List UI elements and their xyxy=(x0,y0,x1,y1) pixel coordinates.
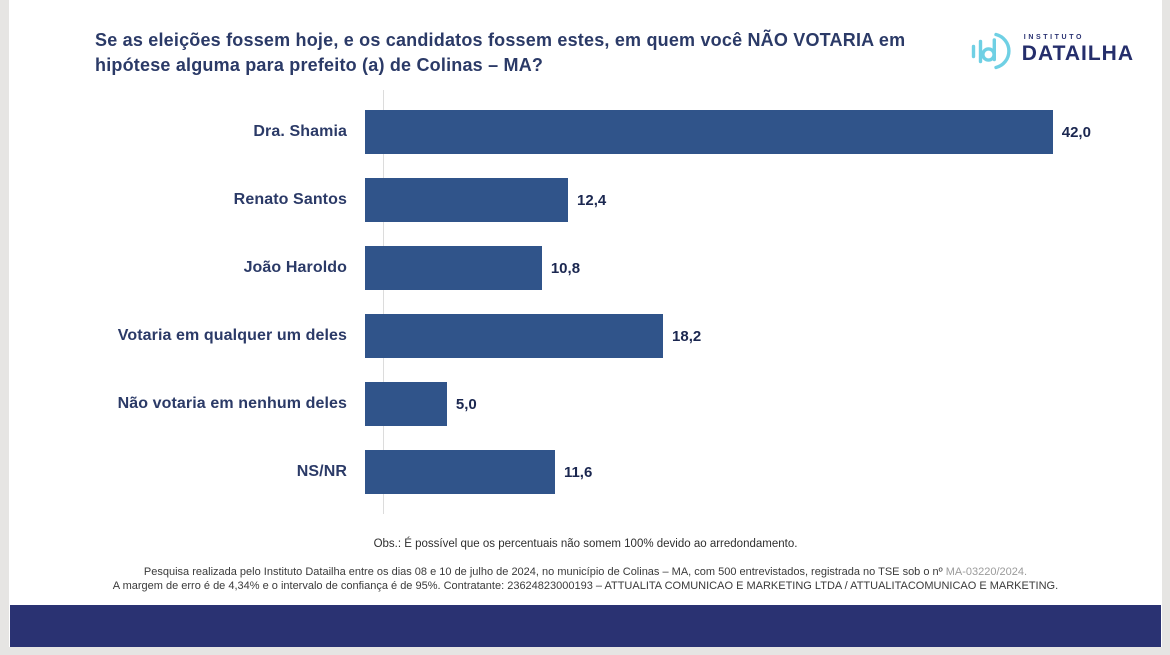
category-label: Votaria em qualquer um deles xyxy=(117,327,347,344)
category-label: NS/NR xyxy=(296,463,347,480)
logo-text: INSTITUTO DATAILHA xyxy=(1022,34,1134,66)
bar-track: 5,0 xyxy=(365,382,1151,426)
datailha-logo: INSTITUTO DATAILHA xyxy=(969,30,1134,70)
bar xyxy=(365,450,555,494)
bar xyxy=(365,178,569,222)
bar xyxy=(365,314,664,358)
chart-row: Não votaria em nenhum deles 5,0 xyxy=(95,370,1151,438)
chart-row: João Haroldo 10,8 xyxy=(95,234,1151,302)
category-label: João Haroldo xyxy=(243,259,347,276)
chart-row: Votaria em qualquer um deles 18,2 xyxy=(95,302,1151,370)
value-label: 12,4 xyxy=(577,191,607,209)
bar-track: 18,2 xyxy=(365,314,1151,358)
value-label: 5,0 xyxy=(455,395,477,413)
bar-track: 11,6 xyxy=(365,450,1151,494)
chart-row: Dra. Shamia 42,0 xyxy=(95,98,1151,166)
bar-track: 12,4 xyxy=(365,178,1151,222)
axis-baseline xyxy=(383,90,384,514)
value-label: 42,0 xyxy=(1061,123,1091,141)
footer-bar xyxy=(10,605,1161,647)
footnote-registration-number: MA-03220/2024. xyxy=(945,566,1028,578)
datailha-logo-icon xyxy=(971,32,1011,70)
bar-track: 42,0 xyxy=(365,110,1151,154)
value-label: 18,2 xyxy=(672,327,702,345)
logo-institute-label: INSTITUTO xyxy=(1023,34,1085,41)
slide: Se as eleições fossem hoje, e os candida… xyxy=(9,0,1162,647)
category-label: Dra. Shamia xyxy=(253,123,347,140)
logo-name-label: DATAILHA xyxy=(1021,42,1134,65)
footnote-line1-text: Pesquisa realizada pelo Instituto Datail… xyxy=(143,566,946,578)
header: Se as eleições fossem hoje, e os candida… xyxy=(9,0,1162,78)
category-label: Não votaria em nenhum deles xyxy=(117,395,347,412)
rounding-note: Obs.: É possível que os percentuais não … xyxy=(373,538,798,550)
bar-chart: Dra. Shamia 42,0 Renato Santos 12,4 João… xyxy=(95,90,1151,514)
value-label: 10,8 xyxy=(550,259,581,277)
chart-row: Renato Santos 12,4 xyxy=(95,166,1151,234)
chart-rows: Dra. Shamia 42,0 Renato Santos 12,4 João… xyxy=(95,98,1151,506)
bar xyxy=(365,110,1053,154)
chart-question-title: Se as eleições fossem hoje, e os candida… xyxy=(95,30,906,75)
chart-row: NS/NR 11,6 xyxy=(95,438,1151,506)
value-label: 11,6 xyxy=(563,463,593,481)
bar xyxy=(365,246,542,290)
bar xyxy=(365,382,447,426)
footnote-line2: A margem de erro é de 4,34% e o interval… xyxy=(112,580,1059,592)
methodology-note: Pesquisa realizada pelo Instituto Datail… xyxy=(9,565,1162,593)
bar-track: 10,8 xyxy=(365,246,1151,290)
footnote-line1: Pesquisa realizada pelo Instituto Datail… xyxy=(49,565,1122,579)
category-label: Renato Santos xyxy=(233,191,347,208)
